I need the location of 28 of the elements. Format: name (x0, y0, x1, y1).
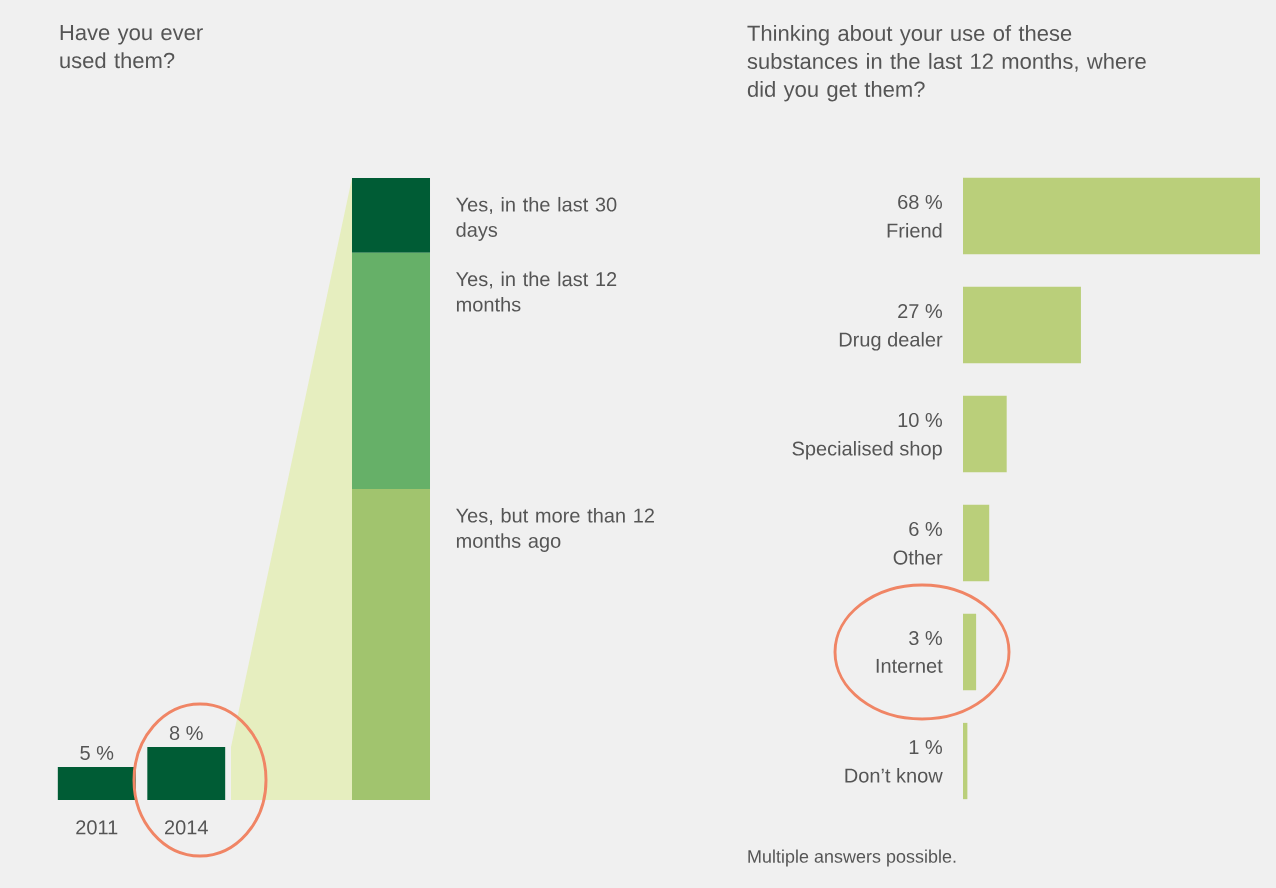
data-label: 10 % (898, 412, 942, 428)
x-tick-label: 2014 (165, 820, 208, 835)
bar (963, 722, 968, 800)
data-label: 8 % (169, 725, 203, 741)
data-label: 5 % (80, 745, 114, 760)
series-label: Yes, but more than 12 months ago (456, 507, 654, 552)
bar (963, 286, 1081, 364)
y-tick-label: Specialised shop (792, 440, 942, 460)
y-tick-label: Friend (887, 222, 942, 238)
series-label: Yes, in the last 30 days (456, 196, 617, 241)
series-label: Yes, in the last 12 months (456, 271, 617, 312)
bar (963, 395, 1007, 473)
x-tick-label: 2011 (76, 820, 118, 835)
bar (963, 504, 990, 582)
chart-title: Have you ever used them? (60, 24, 203, 69)
data-label: 68 % (898, 194, 942, 210)
data-label: 1 % (909, 740, 943, 755)
y-tick-label: Drug dealer (839, 331, 943, 351)
data-label: 3 % (909, 630, 943, 646)
chart-title: Thinking about your use of these substances in the last 12 months, where did you get them? (747, 24, 1146, 102)
data-label: 6 % (909, 521, 943, 537)
y-tick-label: Other (893, 549, 943, 565)
y-tick-label: Internet (876, 658, 943, 673)
text: Multiple answers possible. (748, 849, 956, 867)
y-tick-label: Don’t know (845, 767, 943, 783)
data-label: 27 % (898, 303, 942, 319)
bar (963, 177, 1261, 255)
bar (963, 613, 977, 691)
